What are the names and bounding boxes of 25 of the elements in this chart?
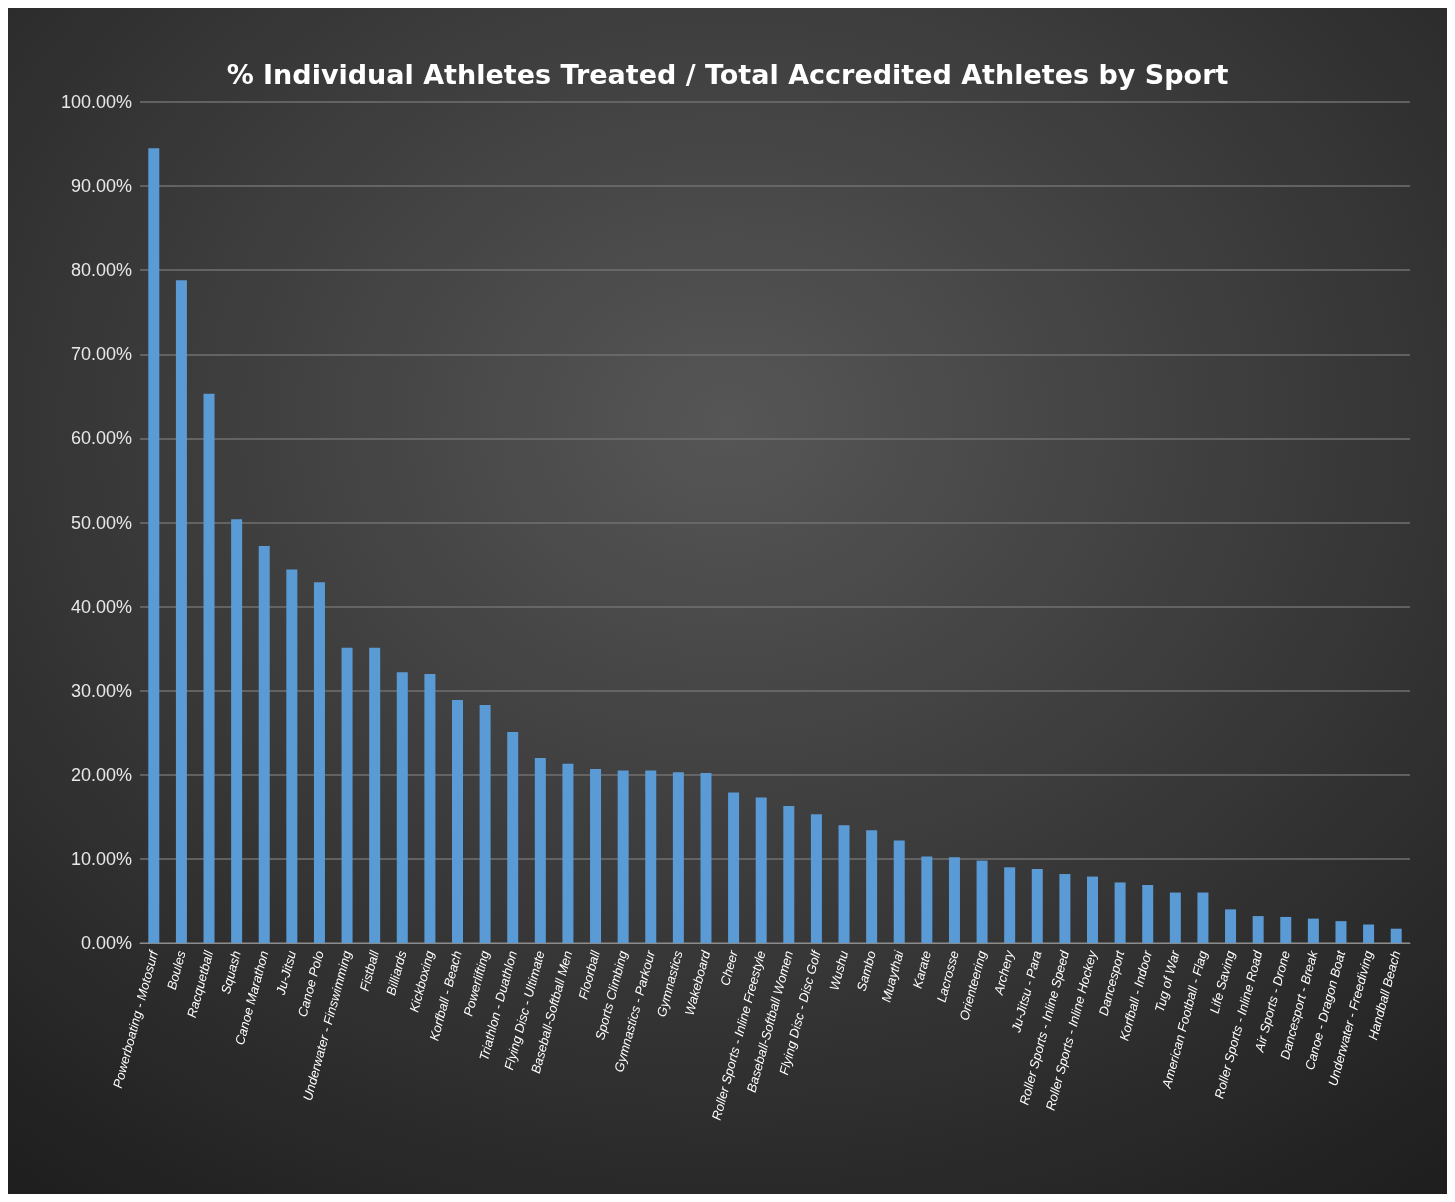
y-tick-label: 70.00% [70, 344, 132, 365]
y-tick-label: 10.00% [70, 848, 132, 869]
x-tick-label: Wushu [826, 949, 852, 993]
x-tick-label: Sambo [853, 949, 879, 993]
y-tick-label: 100.00% [60, 92, 132, 112]
y-tick-label: 20.00% [70, 764, 132, 785]
x-tick-label: Tug of War [1151, 948, 1183, 1014]
x-tick-label: Cheer [717, 948, 741, 988]
y-tick-label: 90.00% [70, 176, 132, 197]
y-tick-label: 0.00% [80, 933, 132, 953]
y-tick-label: 50.00% [70, 512, 132, 533]
x-tick-label: Lacrosse [933, 949, 962, 1004]
x-tick-label: Boules [163, 948, 189, 992]
y-tick-label: 40.00% [70, 596, 132, 617]
y-tick-label: 80.00% [70, 260, 132, 281]
y-tick-label: 60.00% [70, 428, 132, 449]
x-tick-label: Squash [217, 949, 244, 996]
y-tick-label: 30.00% [70, 680, 132, 701]
x-tick-label: Billiards [383, 948, 410, 997]
x-tick-label: Karate [909, 949, 935, 990]
x-tick-label: Floorball [575, 947, 604, 1002]
x-tick-label: Ju-Jitsu [272, 949, 300, 998]
x-tick-label: Fistball [356, 947, 383, 993]
x-tick-label: Muaythai [878, 947, 907, 1004]
chart-title: % Individual Athletes Treated / Total Accredited Athletes by Sport [226, 59, 1229, 90]
